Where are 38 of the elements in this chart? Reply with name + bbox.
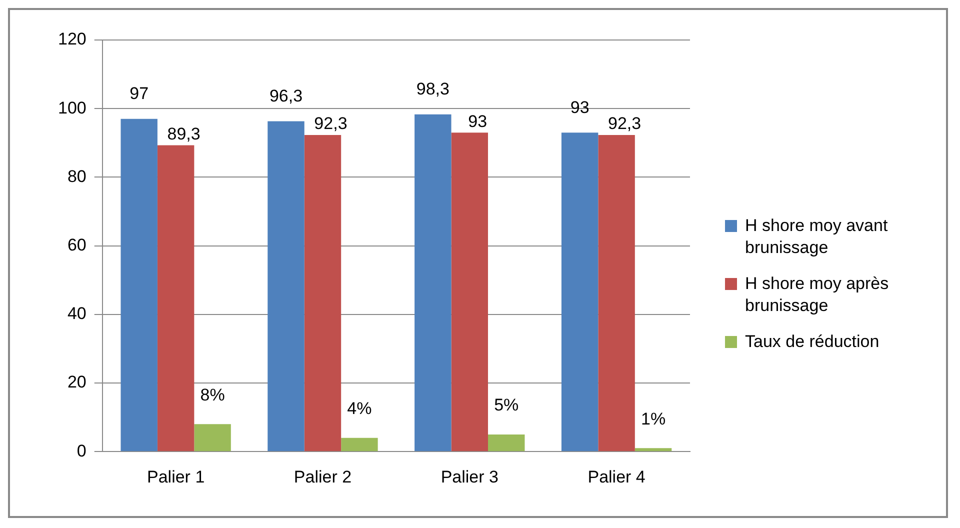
bar <box>561 132 598 452</box>
data-label: 1% <box>640 409 666 428</box>
data-label: 97 <box>130 84 149 104</box>
y-tick-label: 80 <box>67 166 86 186</box>
y-tick-label: 40 <box>67 304 86 324</box>
bar <box>194 424 231 452</box>
bar <box>268 121 304 452</box>
legend-label: H shore moy avant brunissage <box>745 215 889 259</box>
x-tick-label: Palier 2 <box>294 467 352 486</box>
y-tick-label: 100 <box>58 98 86 118</box>
bar <box>414 114 452 452</box>
x-tick-label: Palier 3 <box>440 467 498 486</box>
data-label: 98,3 <box>416 80 450 99</box>
data-label: 8% <box>200 385 225 404</box>
bar <box>120 118 158 452</box>
y-tick-label: 120 <box>58 30 86 49</box>
bar <box>451 132 488 452</box>
data-label: 4% <box>347 399 372 418</box>
legend-label: Taux de réduction <box>745 331 880 353</box>
data-label: 89,3 <box>167 124 200 144</box>
data-label: 93 <box>570 98 590 117</box>
bar <box>488 434 525 452</box>
bar <box>304 135 342 452</box>
y-tick-label: 20 <box>67 372 86 392</box>
data-label: 92,3 <box>608 114 642 134</box>
y-tick-label: 60 <box>67 235 86 254</box>
x-tick-label: Palier 1 <box>147 467 205 486</box>
legend-label: H shore moy après brunissage <box>745 273 890 317</box>
y-tick-label: 0 <box>76 441 86 460</box>
bar <box>157 145 194 452</box>
bar <box>341 438 378 452</box>
data-label: 5% <box>494 396 519 415</box>
data-label: 93 <box>468 112 488 131</box>
x-tick-label: Palier 4 <box>588 467 646 486</box>
bar <box>598 135 635 452</box>
bar <box>634 448 672 452</box>
data-label: 92,3 <box>314 114 348 134</box>
data-label: 96,3 <box>269 86 303 106</box>
